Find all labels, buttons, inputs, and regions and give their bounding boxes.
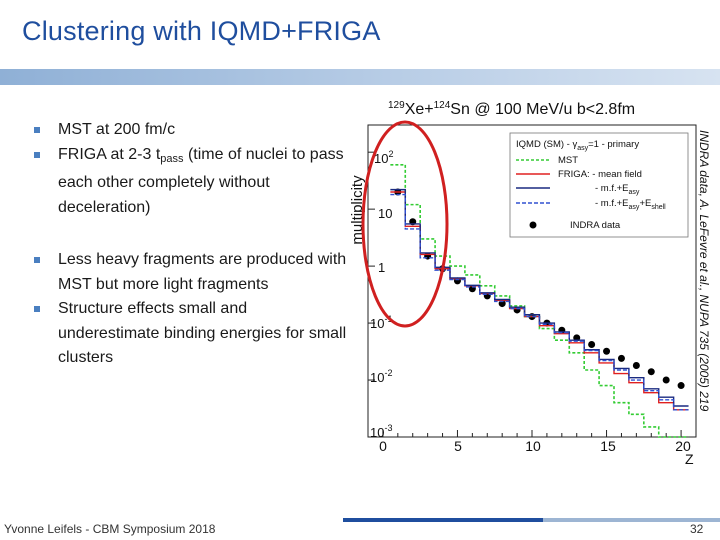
subscript: shell	[651, 204, 666, 211]
tick-base: 10	[370, 425, 384, 440]
legend-text: - m.f.+E	[595, 183, 629, 194]
indra-data-point	[588, 341, 596, 349]
x-tick-label: 15	[600, 438, 616, 454]
bullet-item: FRIGA at 2-3 tpass (time of nuclei to pa…	[32, 143, 350, 221]
legend-header: IQMD (SM) - γasy=1 - primary	[516, 139, 639, 152]
chart-container: 129Xe+124Sn @ 100 MeV/u b<2.8fm multipli…	[340, 90, 720, 470]
tick-base: 10	[370, 370, 384, 385]
chart-svg: 129Xe+124Sn @ 100 MeV/u b<2.8fm multipli…	[349, 100, 711, 467]
bullet-item: Less heavy fragments are produced with M…	[32, 248, 350, 297]
legend-text: IQMD (SM) - γ	[516, 139, 577, 150]
indra-data-point	[603, 347, 611, 355]
y-tick-label: 1	[378, 260, 385, 275]
tick-exp: -2	[384, 368, 392, 378]
bullet-square-icon	[34, 257, 40, 263]
bullet-text-part: (time of nuclei to pass each other compl…	[58, 145, 344, 216]
y-tick-label: 10-2	[370, 368, 392, 385]
subscript: asy	[629, 189, 640, 196]
legend-swatch-indra	[529, 221, 537, 229]
bullet-text: FRIGA at 2-3 tpass (time of nuclei to pa…	[58, 146, 344, 216]
tick-base: 10	[374, 151, 388, 166]
page-number: 32	[690, 522, 704, 536]
legend-text: =1 - primary	[588, 139, 639, 150]
bullet-item: Structure effects small and underestimat…	[32, 297, 350, 371]
title-part: Xe+	[405, 101, 434, 118]
citation-note: INDRA data, A. LeFevre et al., NUPA 735 …	[697, 130, 711, 412]
bullet-text: Less heavy fragments are produced with M…	[58, 251, 347, 293]
bullet-square-icon	[34, 127, 40, 133]
bullet-group-methods: MST at 200 fm/c FRIGA at 2-3 tpass (time…	[32, 118, 350, 220]
tick-base: 10	[370, 316, 384, 331]
legend-box	[509, 132, 689, 238]
indra-data-point	[677, 382, 685, 390]
superscript: 124	[434, 100, 451, 111]
chart-legend: IQMD (SM) - γasy=1 - primary MST FRIGA: …	[509, 132, 689, 238]
x-tick-labels: 0 5 10 15 20	[379, 438, 691, 454]
subscript: asy	[629, 204, 640, 211]
legend-label-friga: FRIGA: - mean field	[558, 169, 642, 180]
bullet-text: MST at 200 fm/c	[58, 121, 176, 138]
bullet-text-part: FRIGA at 2-3 t	[58, 145, 161, 163]
legend-label-easy: - m.f.+Easy	[595, 183, 640, 196]
bullet-item: MST at 200 fm/c	[32, 118, 350, 143]
indra-data-point	[662, 376, 670, 384]
axis-ticks	[368, 151, 682, 438]
subscript: asy	[577, 145, 588, 152]
bullet-text: Structure effects small and underestimat…	[58, 300, 347, 366]
legend-label-indra: INDRA data	[570, 220, 621, 231]
title-underline-bar	[0, 69, 720, 85]
footer-bar	[0, 518, 720, 522]
chart-title: 129Xe+124Sn @ 100 MeV/u b<2.8fm	[388, 100, 635, 118]
subscript: pass	[160, 152, 184, 165]
x-axis-label: Z	[685, 451, 694, 467]
title-part: Sn @ 100 MeV/u b<2.8fm	[450, 101, 635, 118]
x-tick-label: 20	[675, 438, 691, 454]
legend-label-eshell: - m.f.+Easy+Eshell	[595, 198, 666, 211]
bullet-square-icon	[34, 306, 40, 312]
tick-exp: 2	[388, 149, 393, 159]
highlight-ellipse	[361, 120, 449, 328]
slide-title: Clustering with IQMD+FRIGA	[22, 16, 381, 46]
bullet-list: MST at 200 fm/c FRIGA at 2-3 tpass (time…	[32, 118, 350, 371]
y-tick-label: 10-3	[370, 423, 392, 440]
indra-data-point	[647, 368, 655, 376]
x-tick-label: 0	[379, 438, 387, 454]
bullet-square-icon	[34, 151, 40, 158]
footer-bar-blue	[343, 518, 543, 522]
tick-exp: -3	[384, 423, 392, 433]
legend-text: +E	[639, 198, 651, 209]
legend-label-mst: MST	[558, 155, 578, 166]
bullet-group-findings: Less heavy fragments are produced with M…	[32, 248, 350, 371]
x-tick-label: 5	[454, 438, 462, 454]
indra-data-point	[617, 354, 625, 362]
indra-data-point	[632, 361, 640, 369]
footer-bar-gray	[543, 518, 720, 522]
superscript: 129	[388, 100, 405, 111]
legend-text: - m.f.+E	[595, 198, 629, 209]
y-tick-label: 10	[378, 206, 392, 221]
footer-text: Yvonne Leifels - CBM Symposium 2018	[4, 522, 216, 536]
x-tick-label: 10	[525, 438, 541, 454]
y-tick-label: 102	[374, 149, 393, 166]
